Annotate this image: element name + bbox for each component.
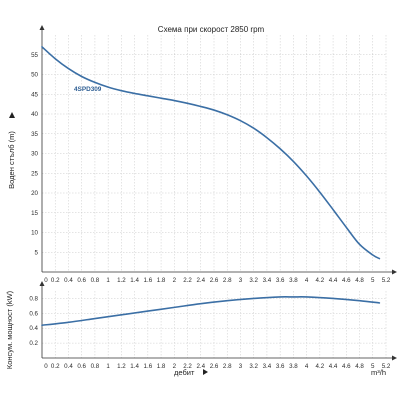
x-tick-label: 4.8 <box>355 363 364 370</box>
y-tick-label: 10 <box>31 230 38 237</box>
y-tick-label: 40 <box>31 111 38 118</box>
y-tick-label: 30 <box>31 151 38 158</box>
y-tick-label: 45 <box>31 91 38 98</box>
head-y-ticks: 5 10 15 20 25 30 35 40 45 50 55 <box>31 52 38 257</box>
power-grid <box>42 291 387 358</box>
head-axes <box>39 25 397 275</box>
x-tick-label: 0.6 <box>77 363 86 370</box>
y-tick-label: 25 <box>31 170 38 177</box>
x-axis-arrowhead-icon <box>392 355 397 361</box>
x-tick-label: 3.6 <box>276 277 285 284</box>
y-tick-label: 50 <box>31 72 38 79</box>
x-tick-label: 1.4 <box>130 277 139 284</box>
x-tick-label: 4.4 <box>329 277 338 284</box>
x-tick-label: 5.2 <box>382 277 391 284</box>
x-tick-label: 3.2 <box>249 363 258 370</box>
x-tick-zero: 0 <box>44 277 48 284</box>
x-tick-label: 1 <box>106 277 110 284</box>
y-tick-label: 0.8 <box>29 295 38 302</box>
y-tick-label: 15 <box>31 210 38 217</box>
x-tick-label: 3.4 <box>263 277 272 284</box>
y-tick-label: 0.4 <box>29 325 38 332</box>
chart-title: Схема при скорост 2850 rpm <box>158 25 265 34</box>
power-y-ticks: 0.2 0.4 0.6 0.8 <box>29 295 38 347</box>
x-tick-label: 3.6 <box>276 363 285 370</box>
x-tick-label: 0.2 <box>51 363 60 370</box>
x-tick-label: 2.6 <box>210 363 219 370</box>
x-tick-label: 2.4 <box>196 363 205 370</box>
x-tick-label: 4.2 <box>316 277 325 284</box>
x-tick-label: 2.2 <box>183 363 192 370</box>
y-tick-label: 35 <box>31 131 38 138</box>
x-tick-label: 4.2 <box>316 363 325 370</box>
x-tick-label: 4.8 <box>355 277 364 284</box>
x-tick-label: 4.6 <box>342 277 351 284</box>
x-tick-label: 4.6 <box>342 363 351 370</box>
x-tick-label: 3.4 <box>263 363 272 370</box>
x-tick-label: 0.2 <box>51 277 60 284</box>
x-tick-label: 1.4 <box>130 363 139 370</box>
x-axis-label: дебит <box>174 368 195 377</box>
x-tick-label: 2 <box>173 363 177 370</box>
x-tick-label: 2.8 <box>223 363 232 370</box>
head-curve <box>41 46 381 260</box>
x-tick-label: 1 <box>106 363 110 370</box>
x-tick-label: 1.8 <box>157 277 166 284</box>
x-tick-label: 2.8 <box>223 277 232 284</box>
head-y-axis-label: Воден стълб (m) <box>7 131 16 189</box>
x-tick-label: 1.6 <box>144 363 153 370</box>
power-axes <box>39 281 397 361</box>
x-axis-arrowhead-icon <box>392 269 397 275</box>
x-tick-label: 0.6 <box>77 277 86 284</box>
x-tick-label: 2.4 <box>196 277 205 284</box>
y-tick-label: 55 <box>31 52 38 59</box>
x-tick-label: 0.8 <box>91 277 100 284</box>
head-chart: 0.2 0.4 0.6 0.8 1 1.2 1.4 1.6 1.8 2 2.2 2.4 2.6 2.8 3 3… <box>7 25 397 284</box>
x-tick-label: 4.4 <box>329 363 338 370</box>
x-tick-label: 4 <box>305 277 309 284</box>
y-tick-label: 0.6 <box>29 310 38 317</box>
x-tick-label: 1.8 <box>157 363 166 370</box>
x-tick-label: 1.2 <box>117 277 126 284</box>
x-tick-label: 2.6 <box>210 277 219 284</box>
y-tick-label: 5 <box>35 249 39 256</box>
y-tick-label: 0.2 <box>29 340 38 347</box>
x-tick-label: 3 <box>239 363 243 370</box>
x-axis-arrow-icon <box>203 369 208 375</box>
x-tick-label: 4 <box>305 363 309 370</box>
x-tick-zero: 0 <box>44 363 48 370</box>
x-axis-unit: m³/h <box>371 368 386 377</box>
x-tick-label: 0.8 <box>91 363 100 370</box>
x-tick-label: 2 <box>173 277 177 284</box>
x-tick-label: 2.2 <box>183 277 192 284</box>
y-tick-label: 20 <box>31 190 38 197</box>
x-tick-label: 3 <box>239 277 243 284</box>
head-y-axis-arrow-icon <box>9 112 15 118</box>
x-tick-label: 3.8 <box>289 363 298 370</box>
head-grid <box>42 35 387 272</box>
y-axis-arrowhead-icon <box>39 25 45 30</box>
power-x-ticks: 0.2 0.4 0.6 0.8 1 1.2 1.4 1.6 1.8 2 2.2 2.4 2.6 2.8 3 3… <box>44 363 391 370</box>
head-x-ticks: 0.2 0.4 0.6 0.8 1 1.2 1.4 1.6 1.8 2 2.2 2.4 2.6 2.8 3 3… <box>44 277 391 284</box>
x-tick-label: 0.4 <box>64 363 73 370</box>
x-tick-label: 3.2 <box>249 277 258 284</box>
x-tick-label: 5.2 <box>382 363 391 370</box>
x-tick-label: 1.2 <box>117 363 126 370</box>
series-label: 4SPD309 <box>74 86 102 93</box>
x-tick-label: 0.4 <box>64 277 73 284</box>
x-tick-label: 1.6 <box>144 277 153 284</box>
x-tick-label: 3.8 <box>289 277 298 284</box>
x-tick-label: 5 <box>371 277 375 284</box>
power-curve <box>41 296 381 327</box>
power-chart: 0.2 0.4 0.6 0.8 1 1.2 1.4 1.6 1.8 2 2.2 2.4 2.6 2.8 3 3… <box>5 281 397 377</box>
power-y-axis-label: Консум. мощност (kW) <box>5 290 14 369</box>
y-axis-arrowhead-icon <box>39 281 45 286</box>
x-tick-label: 5 <box>371 363 375 370</box>
